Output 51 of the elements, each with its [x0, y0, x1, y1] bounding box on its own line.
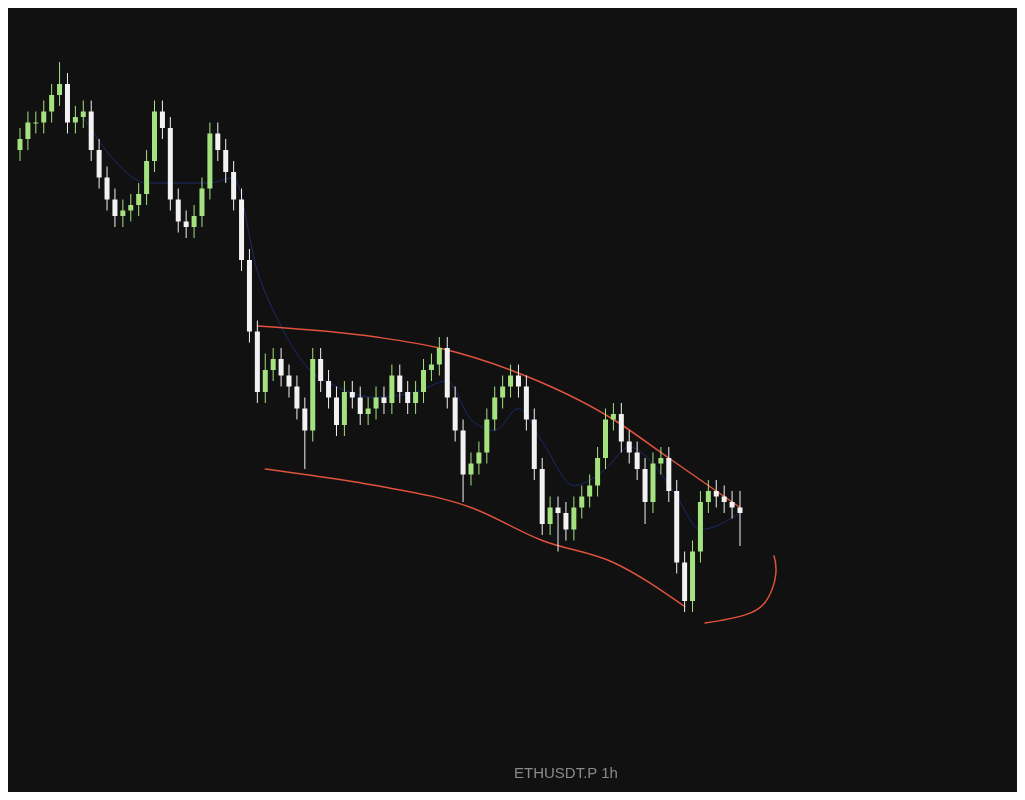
candlestick	[413, 380, 419, 415]
candlestick	[159, 100, 165, 140]
candlestick	[191, 204, 197, 239]
candlestick	[547, 496, 553, 536]
candlestick	[492, 386, 498, 431]
candlestick	[128, 193, 134, 222]
candlestick	[262, 353, 268, 404]
candlestick	[476, 441, 482, 475]
candlestick	[515, 364, 521, 398]
candlestick	[25, 111, 31, 151]
candlestick	[175, 188, 181, 233]
candlestick	[563, 501, 569, 541]
candlestick	[270, 347, 276, 382]
text: ETHUSDT.P 1h	[514, 764, 618, 781]
candlestick	[57, 61, 63, 107]
candlestick	[302, 397, 308, 470]
candlestick	[286, 364, 292, 398]
candlestick	[104, 166, 110, 211]
candlestick	[17, 127, 23, 162]
candlestick	[436, 336, 442, 376]
candlestick	[405, 380, 411, 415]
candlestick	[713, 479, 719, 508]
candlestick	[136, 182, 142, 217]
candlestick	[294, 375, 300, 420]
candlestick	[705, 479, 711, 514]
candlestick	[729, 490, 735, 519]
candlestick	[508, 364, 514, 398]
candlestick	[658, 446, 664, 475]
candlestick	[349, 380, 355, 409]
candlestick	[33, 111, 39, 134]
candlestick	[397, 364, 403, 404]
candlestick	[626, 430, 632, 464]
candlestick	[49, 83, 55, 123]
candlestick	[579, 485, 585, 519]
candlestick	[468, 452, 474, 486]
candlestick	[215, 122, 221, 162]
candlestick	[72, 105, 78, 134]
candlestick	[500, 375, 506, 409]
candlestick	[223, 138, 229, 184]
candlestick	[587, 474, 593, 508]
candlestick	[278, 347, 284, 387]
candlestick	[318, 347, 324, 393]
candlestick	[326, 369, 332, 409]
candlestick	[357, 386, 363, 426]
candlestick	[634, 441, 640, 481]
candlestick	[571, 496, 577, 541]
candlestick	[373, 386, 379, 420]
candlestick	[112, 188, 118, 228]
candlestick	[41, 100, 47, 134]
candlestick	[421, 358, 427, 404]
candlestick	[610, 402, 616, 431]
